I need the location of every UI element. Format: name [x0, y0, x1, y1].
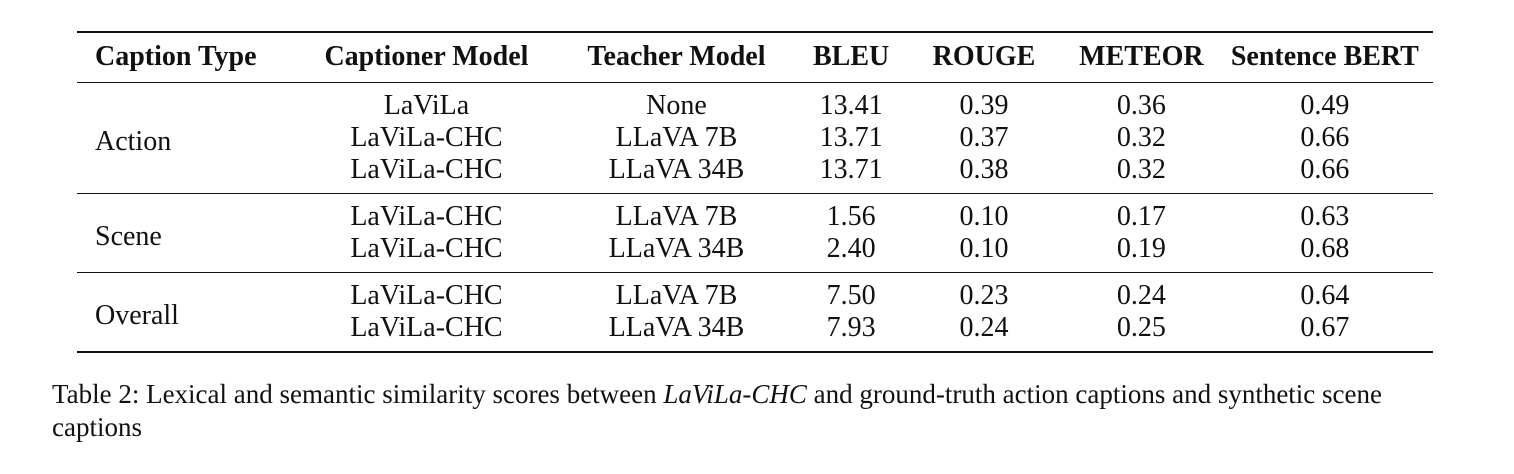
table-row: LaViLa-CHC LLaVA 34B 7.93 0.24 0.25 0.67 [77, 312, 1433, 353]
teacher-cell: LLaVA 7B [615, 201, 738, 232]
results-table-container: Caption Type Captioner Model Teacher Mod… [77, 31, 1433, 353]
teacher-cell: LLaVA 34B [552, 233, 801, 273]
table-row: Scene LaViLa-CHC LLaVA 7B 1.56 0.10 0.17… [77, 193, 1433, 273]
meteor-cell: 0.17 [1116, 201, 1166, 232]
rouge-cell: 0.24 [901, 312, 1067, 353]
bleu-cell: 7.50 [826, 280, 876, 311]
table-row: LaViLa-CHC LLaVA 34B 2.40 0.10 0.19 0.68 [77, 233, 1433, 273]
table-row: LaViLa-CHC LLaVA 34B 13.71 0.38 0.32 0.6… [77, 154, 1433, 194]
meteor-cell: 0.24 [1116, 280, 1166, 311]
table-header-row: Caption Type Captioner Model Teacher Mod… [77, 31, 1433, 83]
caption-suffix: and ground-truth action captions and syn… [52, 379, 1383, 442]
meteor-cell: 0.32 [1066, 154, 1217, 194]
teacher-cell: LLaVA 7B [615, 122, 738, 153]
rouge-cell: 0.37 [959, 122, 1009, 153]
captioner-cell: LaViLa-CHC [300, 312, 553, 353]
table-row: LaViLa-CHC LLaVA 7B 13.71 0.37 0.32 0.66 [77, 122, 1433, 154]
header-rouge: ROUGE [901, 31, 1067, 83]
captioner-cell: LaViLa-CHC [350, 122, 503, 153]
bleu-cell: 1.56 [826, 201, 876, 232]
sentence-bert-cell: 0.68 [1216, 233, 1433, 273]
header-captioner-model: Captioner Model [300, 31, 553, 83]
bleu-cell: 7.93 [800, 312, 902, 353]
bleu-cell: 13.71 [819, 122, 883, 153]
rouge-cell: 0.38 [901, 154, 1067, 194]
caption-prefix: Table 2: Lexical and semantic similarity… [52, 379, 664, 409]
meteor-cell: 0.36 [1116, 90, 1166, 121]
sentence-bert-cell: 0.67 [1216, 312, 1433, 353]
sentence-bert-cell: 0.64 [1300, 280, 1350, 311]
sentence-bert-cell: 0.66 [1216, 154, 1433, 194]
caption-type-overall: Overall [77, 272, 301, 353]
teacher-cell: LLaVA 34B [552, 154, 801, 194]
sentence-bert-cell: 0.49 [1300, 90, 1350, 121]
results-table: Caption Type Captioner Model Teacher Mod… [77, 31, 1433, 353]
sentence-bert-cell: 0.66 [1300, 122, 1350, 153]
table-row: Overall LaViLa-CHC LLaVA 7B 7.50 0.23 0.… [77, 272, 1433, 353]
header-caption-type: Caption Type [77, 31, 301, 83]
rouge-cell: 0.23 [959, 280, 1009, 311]
bleu-cell: 13.41 [819, 90, 883, 121]
meteor-cell: 0.25 [1066, 312, 1217, 353]
captioner-cell: LaViLa-CHC [350, 280, 503, 311]
rouge-cell: 0.10 [901, 233, 1067, 273]
rouge-cell: 0.10 [959, 201, 1009, 232]
bleu-cell: 13.71 [800, 154, 902, 194]
table-row: Action LaViLa None 13.41 0.39 0.36 0.49 [77, 82, 1433, 194]
meteor-cell: 0.32 [1116, 122, 1166, 153]
meteor-cell: 0.19 [1066, 233, 1217, 273]
captioner-cell: LaViLa [383, 90, 470, 121]
header-sentence-bert: Sentence BERT [1216, 31, 1433, 83]
sentence-bert-cell: 0.63 [1300, 201, 1350, 232]
rouge-cell: 0.39 [959, 90, 1009, 121]
header-bleu: BLEU [800, 31, 902, 83]
caption-type-scene: Scene [77, 193, 301, 273]
teacher-cell: LLaVA 34B [552, 312, 801, 353]
teacher-cell: None [646, 90, 707, 121]
caption-emphasis: LaViLa-CHC [663, 379, 807, 409]
captioner-cell: LaViLa-CHC [300, 233, 553, 273]
captioner-cell: LaViLa-CHC [350, 201, 503, 232]
header-meteor: METEOR [1066, 31, 1217, 83]
captioner-cell: LaViLa-CHC [300, 154, 553, 194]
caption-type-action: Action [77, 82, 301, 194]
table-caption: Table 2: Lexical and semantic similarity… [52, 378, 1472, 444]
header-teacher-model: Teacher Model [552, 31, 801, 83]
teacher-cell: LLaVA 7B [615, 280, 738, 311]
bleu-cell: 2.40 [800, 233, 902, 273]
